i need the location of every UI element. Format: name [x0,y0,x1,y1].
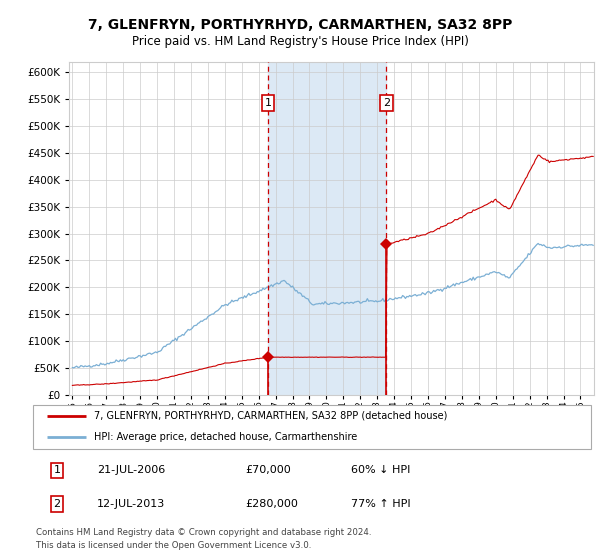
Text: £70,000: £70,000 [246,465,292,475]
Text: 2: 2 [53,499,61,509]
Text: 7, GLENFRYN, PORTHYRHYD, CARMARTHEN, SA32 8PP (detached house): 7, GLENFRYN, PORTHYRHYD, CARMARTHEN, SA3… [94,410,448,421]
Text: HPI: Average price, detached house, Carmarthenshire: HPI: Average price, detached house, Carm… [94,432,357,442]
Bar [268,62,386,395]
Text: Price paid vs. HM Land Registry's House Price Index (HPI): Price paid vs. HM Land Registry's House … [131,35,469,49]
Text: 1: 1 [265,98,271,108]
Text: 1: 1 [53,465,61,475]
Text: 77% ↑ HPI: 77% ↑ HPI [350,499,410,509]
Text: 12-JUL-2013: 12-JUL-2013 [97,499,165,509]
Text: £280,000: £280,000 [246,499,299,509]
FancyBboxPatch shape [33,405,591,449]
Text: 7, GLENFRYN, PORTHYRHYD, CARMARTHEN, SA32 8PP: 7, GLENFRYN, PORTHYRHYD, CARMARTHEN, SA3… [88,18,512,32]
Text: 60% ↓ HPI: 60% ↓ HPI [350,465,410,475]
Text: Contains HM Land Registry data © Crown copyright and database right 2024.
This d: Contains HM Land Registry data © Crown c… [36,528,371,549]
Text: 21-JUL-2006: 21-JUL-2006 [97,465,165,475]
Text: 2: 2 [383,98,390,108]
